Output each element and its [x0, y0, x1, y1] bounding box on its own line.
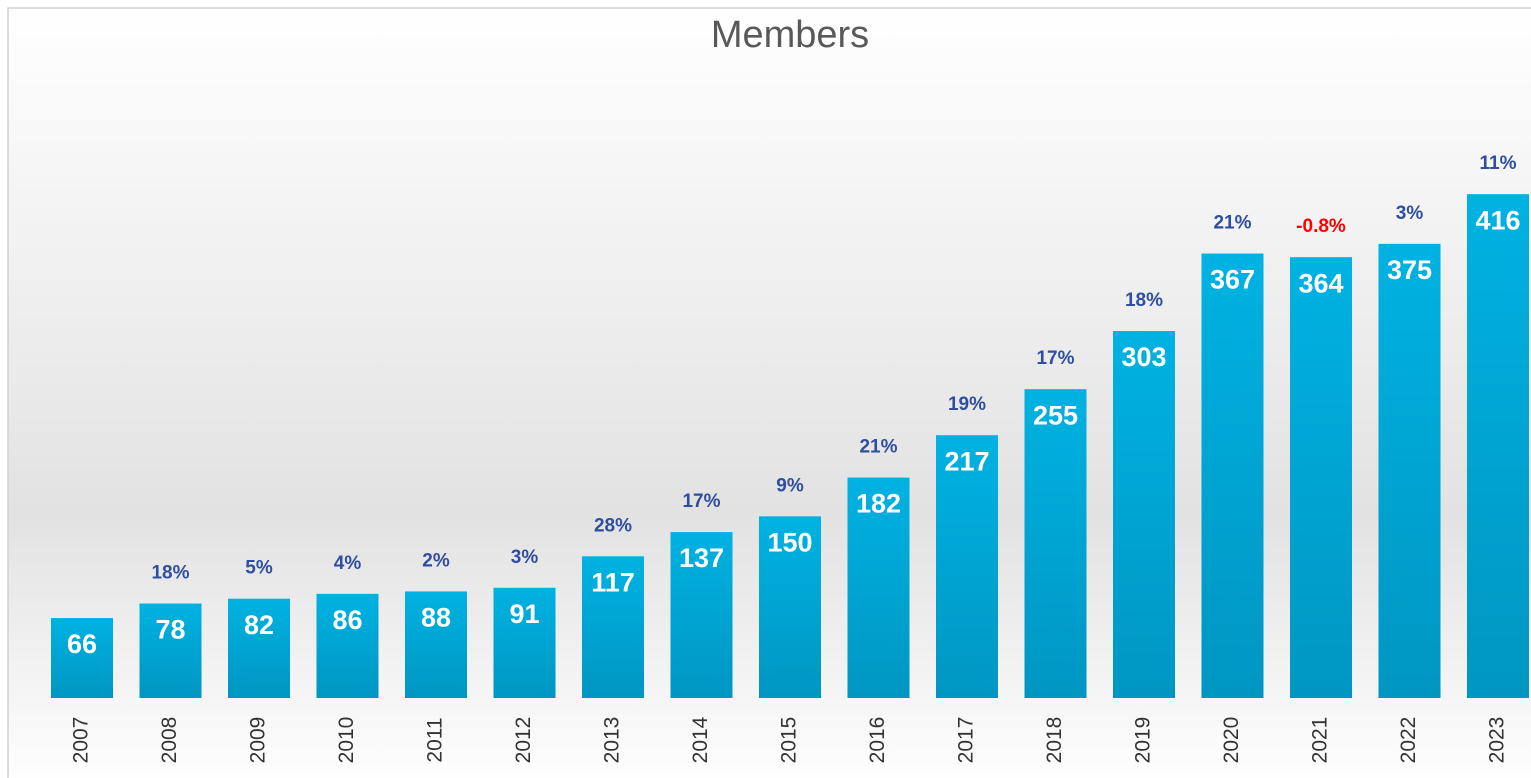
x-tick-label: 2020	[1220, 717, 1243, 764]
data-label: 375	[1387, 255, 1432, 285]
data-label: 182	[856, 489, 901, 519]
x-tick-label: 2021	[1309, 717, 1332, 764]
growth-label: 19%	[948, 394, 986, 415]
data-label: 364	[1298, 268, 1343, 298]
data-label: 66	[67, 629, 97, 659]
x-tick-label: 2014	[689, 716, 712, 763]
x-tick-label: 2012	[512, 717, 535, 764]
x-tick-label: 2023	[1486, 717, 1509, 764]
growth-label: 21%	[1213, 213, 1251, 234]
x-tick-label: 2019	[1132, 717, 1155, 764]
growth-label: 5%	[245, 558, 273, 579]
data-label: 150	[767, 527, 812, 557]
x-tick-label: 2009	[247, 717, 270, 764]
growth-label: 9%	[776, 475, 804, 496]
data-label: 416	[1475, 205, 1520, 235]
data-label: 88	[421, 603, 451, 633]
bar	[1201, 253, 1264, 698]
x-tick-label: 2015	[778, 717, 801, 764]
data-label: 117	[591, 567, 635, 597]
data-label: 217	[944, 446, 989, 476]
growth-label: 3%	[1396, 203, 1424, 224]
x-tick-label: 2008	[158, 717, 181, 764]
data-label: 137	[679, 543, 724, 573]
x-tick-label: 2013	[601, 717, 624, 764]
growth-label: -0.8%	[1296, 216, 1346, 237]
bar	[670, 532, 733, 698]
data-label: 303	[1121, 342, 1166, 372]
x-tick-label: 2016	[866, 717, 889, 764]
data-label: 255	[1033, 400, 1078, 430]
growth-label: 18%	[1125, 290, 1163, 311]
data-label: 78	[155, 615, 185, 645]
x-tick-label: 2007	[70, 717, 93, 764]
bar	[936, 435, 998, 698]
x-tick-label: 2018	[1043, 717, 1066, 764]
chart-title: Members	[711, 14, 869, 56]
bar	[759, 516, 821, 698]
bar	[1113, 331, 1175, 698]
bar	[1290, 257, 1352, 698]
growth-label: 17%	[1036, 348, 1074, 369]
bar	[1467, 194, 1529, 698]
growth-label: 2%	[422, 550, 450, 571]
bar	[316, 593, 379, 698]
bar	[228, 598, 290, 698]
bar	[405, 591, 467, 698]
growth-label: 4%	[334, 553, 362, 574]
x-tick-label: 2010	[335, 717, 358, 764]
x-tick-label: 2011	[424, 717, 447, 762]
bar	[1024, 389, 1087, 698]
growth-label: 18%	[151, 563, 189, 584]
bar	[51, 618, 113, 698]
growth-label: 21%	[859, 437, 897, 458]
growth-label: 3%	[511, 547, 539, 568]
x-tick-label: 2022	[1397, 717, 1420, 764]
bar	[582, 556, 644, 698]
bar	[847, 477, 910, 698]
bar	[493, 587, 556, 698]
data-label: 82	[244, 610, 274, 640]
bar	[1378, 243, 1441, 699]
growth-label: 11%	[1480, 153, 1517, 174]
data-label: 91	[509, 599, 539, 629]
data-label: 86	[332, 605, 362, 635]
growth-label: 17%	[682, 491, 720, 512]
x-tick-label: 2017	[955, 717, 978, 764]
growth-label: 28%	[594, 515, 632, 536]
bar	[139, 603, 202, 698]
data-label: 367	[1210, 265, 1255, 295]
